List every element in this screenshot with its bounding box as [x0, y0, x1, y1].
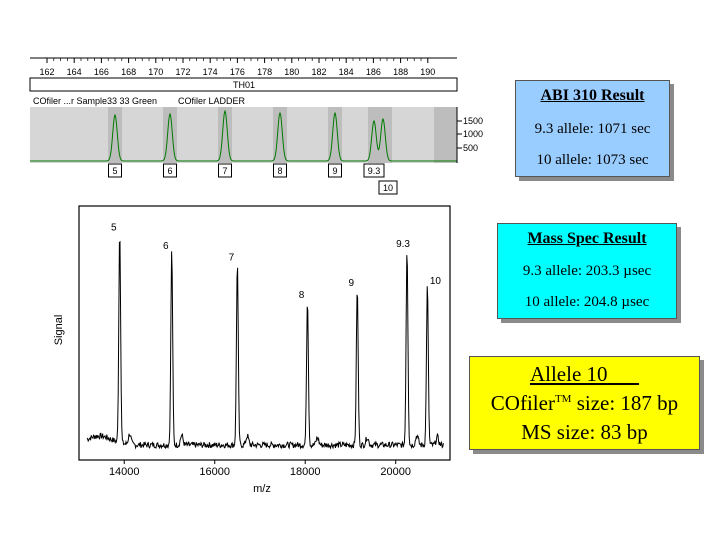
x-axis-ticks: 14000 16000 18000 20000 [109, 460, 411, 478]
scale-tick-label: 162 [39, 67, 54, 77]
allele-box [218, 163, 232, 178]
scale-tick-label: 176 [230, 67, 245, 77]
peak-label: 9 [348, 278, 354, 289]
peak-label: 7 [229, 253, 235, 264]
abi-allele-10: 10 allele: 1073 sec [536, 152, 649, 168]
allele-10-box: Allele 10 COfilerTM size: 187 bp MS size… [469, 356, 700, 450]
electropherogram: 162 164 166 168 170 172 174 176 178 180 182 184 186 1… [29, 57, 483, 195]
peak-label: 8 [299, 290, 305, 301]
peak-labels: 5 6 7 8 9 9.3 10 [111, 223, 441, 301]
scale-tick-label: 188 [393, 67, 408, 77]
allele-label: 8 [277, 166, 282, 176]
allele-box [328, 163, 342, 178]
base-pair-scale: 162 164 166 168 170 172 174 176 178 180 182 184 186 1… [30, 57, 457, 77]
scale-tick-label: 164 [67, 67, 82, 77]
ladder-label: COfiler LADDER [178, 96, 246, 106]
allele-label: 5 [112, 166, 117, 176]
scale-tick-label: 168 [121, 67, 136, 77]
allele-labels: 5 6 7 8 9 9.3 [108, 163, 385, 178]
allele-box [273, 163, 287, 178]
x-tick-label: 20000 [380, 466, 411, 478]
allele-bin [434, 107, 457, 163]
x-tick-label: 18000 [290, 466, 321, 478]
scale-tick-label: 180 [284, 67, 299, 77]
scale-tick-label: 172 [175, 67, 190, 77]
allele-box [363, 163, 385, 178]
ms-size: MS size: 83 bp [521, 420, 648, 444]
cofiler-size: COfilerTM size: 187 bp [490, 391, 679, 415]
plot-frame [78, 205, 451, 461]
x-tick-label: 14000 [109, 466, 140, 478]
allele-label: 7 [222, 166, 227, 176]
marker-bar [29, 77, 458, 92]
ms-allele-9-3: 9.3 allele: 203.3 µsec [522, 263, 652, 279]
peak-label: 9.3 [396, 239, 410, 250]
intensity-scale: 1500 1000 500 [457, 116, 483, 153]
allele-label: 6 [167, 166, 172, 176]
intensity-tick-label: 500 [463, 143, 478, 153]
scale-tick-label: 182 [311, 67, 326, 77]
scale-tick-label: 174 [203, 67, 218, 77]
allele-label: 9 [332, 166, 337, 176]
sample-label: COfiler ...r Sample33 33 Green [33, 96, 157, 106]
ms-allele-10: 10 allele: 204.8 µsec [524, 294, 650, 310]
scale-tick-label: 178 [257, 67, 272, 77]
allele-label: 9.3 [368, 166, 381, 176]
scale-tick-label: 170 [148, 67, 163, 77]
scale-tick-label: 190 [420, 67, 435, 77]
abi-result-box: ABI 310 Result 9.3 allele: 1071 sec 10 a… [515, 80, 670, 177]
allele-box [163, 163, 177, 178]
abi-result-title: ABI 310 Result [540, 87, 645, 104]
peak-label: 5 [111, 223, 117, 234]
abi-allele-9-3: 9.3 allele: 1071 sec [534, 121, 651, 137]
allele-box [108, 163, 122, 178]
intensity-tick-label: 1000 [463, 129, 483, 139]
intensity-tick-label: 1500 [463, 116, 483, 126]
green-trace [30, 109, 457, 162]
mass-spec-result-title: Mass Spec Result [527, 230, 647, 247]
peak-label: 6 [163, 241, 169, 252]
allele-label-10: 10 [383, 183, 393, 193]
scale-tick-label: 184 [339, 67, 354, 77]
ms-trace [86, 240, 444, 450]
allele-10-title: Allele 10 [529, 362, 608, 386]
marker-label: TH01 [233, 80, 255, 90]
x-axis-label: m/z [253, 483, 271, 495]
mass-spec-result-box: Mass Spec Result 9.3 allele: 203.3 µsec … [497, 223, 677, 319]
scale-tick-label: 186 [366, 67, 381, 77]
allele-box-10 [378, 180, 398, 195]
y-axis-label: Signal [53, 315, 65, 346]
x-tick-label: 16000 [199, 466, 230, 478]
peak-label: 10 [430, 276, 442, 287]
scale-tick-label: 166 [94, 67, 109, 77]
